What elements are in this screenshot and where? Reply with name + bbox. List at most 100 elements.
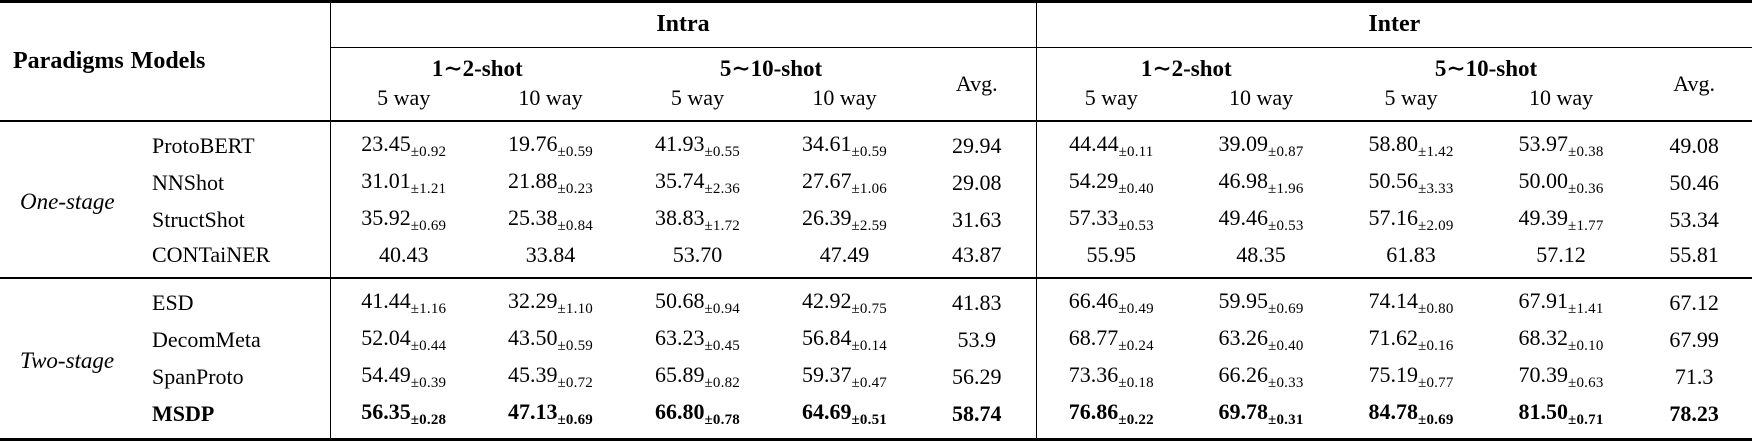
score-value: 44.44	[1069, 131, 1119, 156]
intra-12-10way-header: 10 way	[477, 83, 624, 122]
model-name: DecomMeta	[152, 327, 261, 352]
score-value: 50.68	[655, 288, 705, 313]
score-stddev: ±0.16	[1418, 338, 1454, 354]
score-cell: 44.44±0.11	[1035, 121, 1187, 165]
score-stddev: ±0.77	[1418, 375, 1454, 391]
score-stddev: ±0.69	[410, 218, 447, 234]
score-cell: 84.78±0.69	[1336, 396, 1486, 440]
score-value: 23.45	[361, 131, 411, 156]
score-cell: 70.39±0.63	[1486, 359, 1636, 396]
score-stddev: ±0.59	[557, 338, 593, 354]
score-stddev: ±0.39	[410, 375, 447, 391]
score-value: 26.39	[802, 205, 852, 230]
score-cell: 68.77±0.24	[1035, 321, 1187, 359]
score-stddev: ±0.51	[851, 412, 887, 428]
score-cell: 54.49±0.39	[329, 358, 477, 396]
avg-score-cell: 55.81	[1636, 239, 1752, 279]
score-stddev: ±0.53	[1268, 218, 1304, 234]
score-cell: 49.46±0.53	[1186, 202, 1336, 239]
score-cell: 56.35±0.28	[329, 395, 477, 440]
score-cell: 81.50±0.71	[1486, 396, 1636, 440]
model-name: CONTaiNER	[152, 242, 271, 267]
score-value: 63.23	[655, 325, 705, 350]
score-stddev: ±0.40	[1118, 181, 1154, 197]
score-value: 75.19	[1368, 362, 1419, 387]
score-value: 52.04	[361, 325, 411, 350]
score-stddev: ±1.42	[1418, 144, 1454, 160]
score-value: 78.23	[1669, 401, 1719, 426]
one-stage-section: One-stage ProtoBERT 23.45±0.92 19.76±0.59 41…	[0, 121, 1752, 278]
avg-score-cell: 41.83	[918, 277, 1037, 322]
score-cell: 53.70	[624, 239, 771, 279]
score-stddev: ±1.72	[704, 218, 740, 234]
score-cell: 42.92±0.75	[771, 277, 918, 322]
score-stddev: ±0.92	[410, 144, 447, 160]
score-stddev: ±0.71	[1568, 412, 1604, 428]
score-cell: 63.23±0.45	[624, 322, 771, 359]
inter-5-10-shot-header: 5∼10-shot	[1434, 56, 1538, 81]
group-header-inter: Inter	[1035, 1, 1752, 48]
score-cell: 76.86±0.22	[1035, 395, 1187, 440]
score-value: 57.33	[1068, 205, 1119, 230]
score-cell: 57.12	[1486, 239, 1636, 279]
model-name: NNShot	[152, 170, 225, 195]
score-value: 43.87	[952, 242, 1002, 267]
score-stddev: ±0.24	[1118, 338, 1154, 354]
table-row: One-stage ProtoBERT 23.45±0.92 19.76±0.59 41…	[0, 121, 1752, 214]
score-value: 55.95	[1086, 242, 1137, 267]
score-stddev: ±0.94	[704, 301, 740, 317]
score-cell: 43.50±0.59	[477, 322, 624, 359]
avg-score-cell: 67.99	[1636, 322, 1752, 359]
score-stddev: ±0.80	[1418, 301, 1454, 317]
score-value: 32.29	[508, 288, 558, 313]
header-row-groups: Paradigms Models Intra Inter	[0, 1, 1752, 74]
score-stddev: ±0.87	[1268, 144, 1304, 160]
score-cell: 39.09±0.87	[1186, 121, 1336, 165]
two-stage-section: Two-stage ESD 41.44±1.16 32.29±1.10 50.68±0.…	[0, 277, 1752, 440]
score-cell: 49.39±1.77	[1486, 202, 1636, 239]
score-cell: 47.13±0.69	[477, 396, 624, 440]
score-value: 41.83	[952, 290, 1002, 315]
score-value: 55.81	[1669, 242, 1719, 267]
intra-5-10-shot-header: 5∼10-shot	[719, 56, 823, 81]
score-stddev: ±0.10	[1568, 338, 1604, 354]
score-value: 66.46	[1068, 288, 1119, 313]
score-stddev: ±0.28	[410, 412, 447, 428]
score-stddev: ±0.59	[557, 144, 593, 160]
model-name: MSDP	[152, 401, 215, 426]
score-value: 66.80	[655, 399, 705, 424]
score-stddev: ±0.72	[557, 375, 593, 391]
score-cell: 26.39±2.59	[771, 202, 918, 239]
score-value: 71.62	[1368, 325, 1419, 350]
avg-score-cell: 71.3	[1636, 359, 1752, 396]
score-cell: 50.68±0.94	[624, 277, 771, 322]
table-row: StructShot 35.92±0.69 25.38±0.84 38.83±1.72…	[0, 201, 1752, 239]
score-cell: 73.36±0.18	[1035, 358, 1187, 396]
score-value: 81.50	[1518, 399, 1569, 424]
intra-510-5way-header: 5 way	[624, 83, 771, 122]
score-value: 29.08	[952, 170, 1002, 195]
score-cell: 66.26±0.33	[1186, 359, 1336, 396]
score-cell: 45.39±0.72	[477, 359, 624, 396]
score-cell: 59.37±0.47	[771, 359, 918, 396]
paradigms-column-header: Paradigms	[13, 48, 124, 74]
score-stddev: ±0.22	[1118, 412, 1154, 428]
table-row: CONTaiNER 40.43 33.84 53.70 47.49 43.87 55.95 4…	[0, 238, 1752, 279]
score-cell: 63.26±0.40	[1186, 322, 1336, 359]
score-value: 73.36	[1068, 362, 1119, 387]
avg-score-cell: 53.34	[1636, 202, 1752, 239]
inter-510-5way-header: 5 way	[1336, 83, 1487, 122]
score-value: 64.69	[802, 399, 852, 424]
avg-score-cell: 53.9	[918, 322, 1036, 359]
score-cell: 52.04±0.44	[329, 321, 477, 359]
intra-1-2-shot-header: 1∼2-shot	[329, 47, 624, 83]
score-value: 76.86	[1068, 399, 1119, 424]
score-value: 42.92	[802, 288, 852, 313]
score-value: 58.74	[952, 401, 1002, 426]
score-stddev: ±0.33	[1268, 375, 1304, 391]
score-value: 38.83	[655, 205, 705, 230]
score-cell: 68.32±0.10	[1486, 322, 1636, 359]
score-stddev: ±0.45	[704, 338, 740, 354]
model-name: ESD	[138, 277, 330, 322]
score-value: 59.37	[802, 362, 852, 387]
